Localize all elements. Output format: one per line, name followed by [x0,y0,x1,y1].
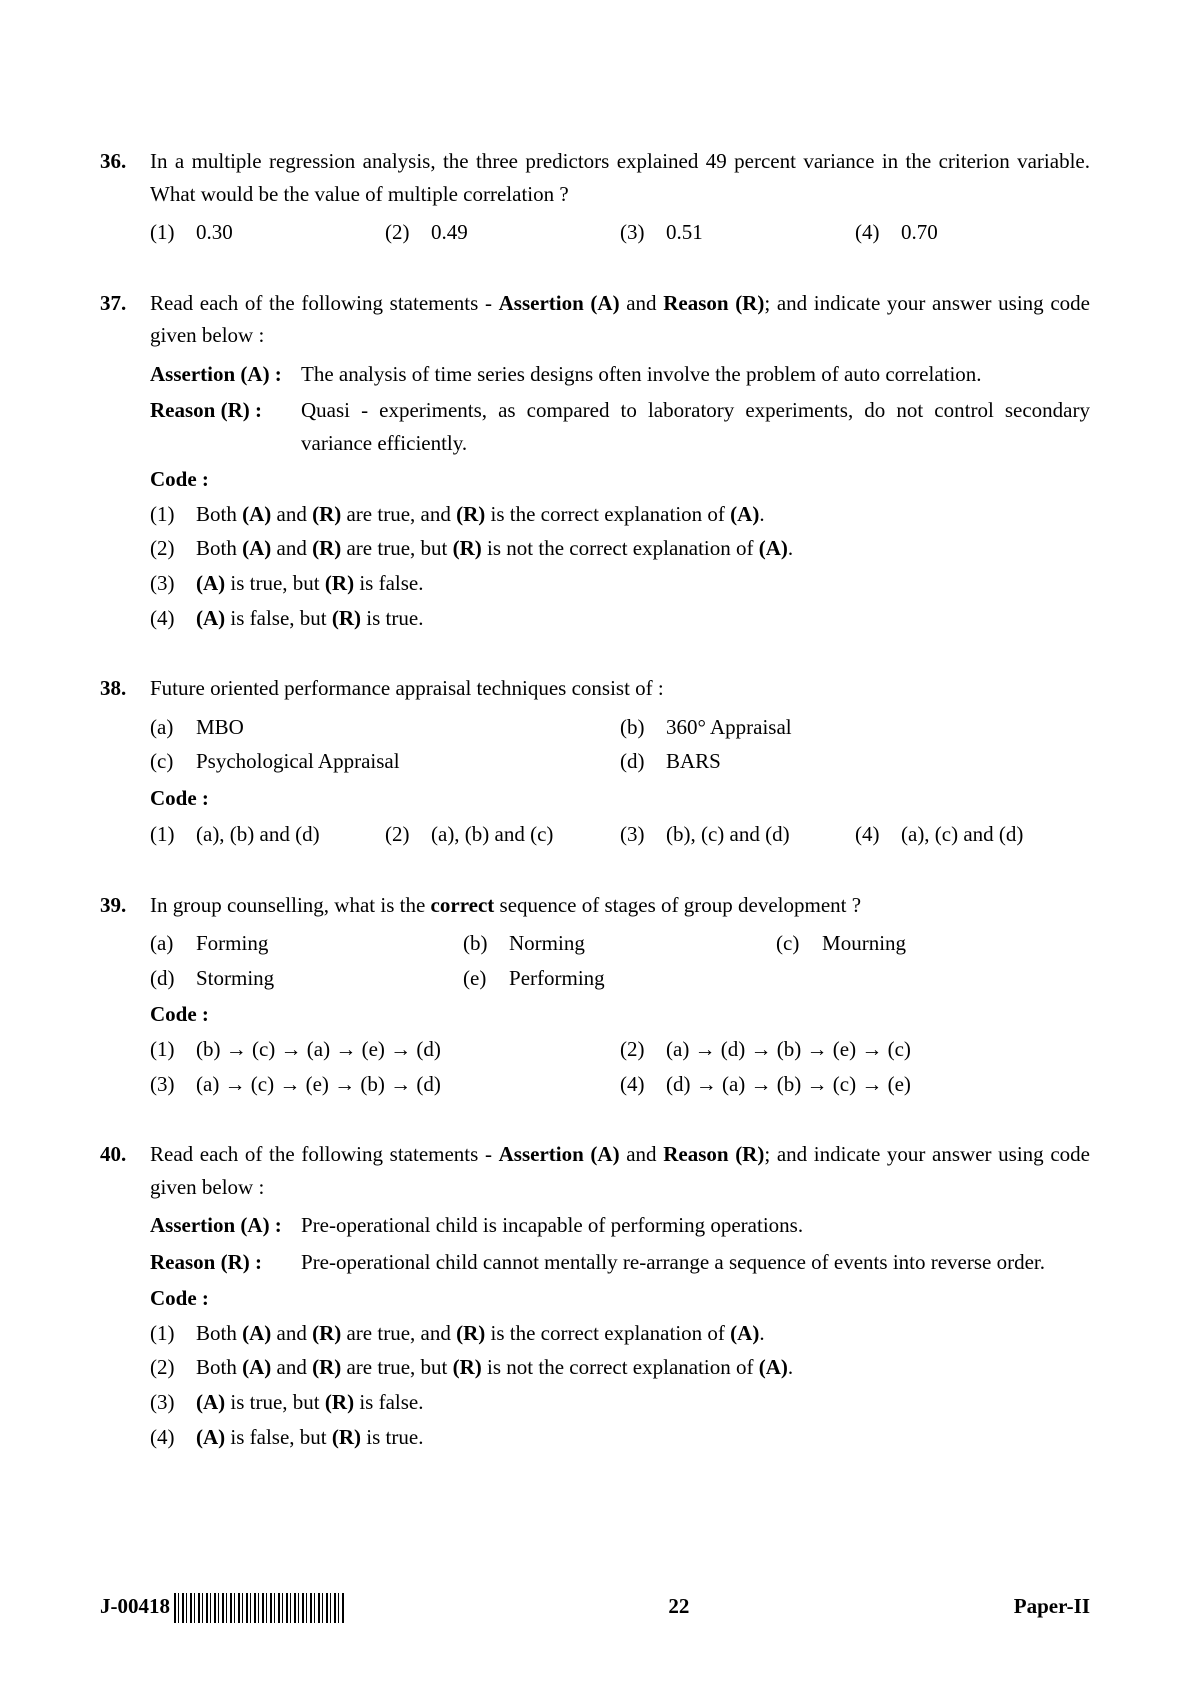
sub-a: (a)MBO [150,711,620,744]
sub-c: (c)Mourning [776,927,1089,960]
code-option-3: (3)(A) is true, but (R) is false. [150,1386,1090,1419]
assertion-row: Assertion (A) :Pre-operational child is … [150,1209,1090,1242]
option-text: 0.70 [901,216,938,249]
sub-e: (e)Performing [463,962,776,995]
option-2: (2)0.49 [385,216,620,249]
option-1: (1)(a), (b) and (d) [150,818,385,851]
barcode-icon [174,1593,344,1623]
sub-row: (a)Forming (b)Norming (c)Mourning [150,927,1090,960]
option-3: (3)(b), (c) and (d) [620,818,855,851]
question-number: 37. [100,287,150,634]
question-37: 37. Read each of the following statement… [100,287,1090,634]
option-3: (3)0.51 [620,216,855,249]
sub-b: (b)360° Appraisal [620,711,1090,744]
footer-right: Paper-II [1014,1590,1090,1623]
question-number: 38. [100,672,150,851]
option-3: (3)(a) → (c) → (e) → (b) → (d) [150,1068,620,1101]
question-body: In group counselling, what is the correc… [150,889,1090,1100]
sub-row: (d)Storming (e)Performing [150,962,1090,995]
question-36: 36. In a multiple regression analysis, t… [100,145,1090,249]
sub-d: (d)BARS [620,745,1090,778]
assertion-label: Assertion (A) : [150,1209,301,1242]
assertion-label: Assertion (A) : [150,358,301,391]
question-text: Read each of the following statements - … [150,287,1090,352]
option-1: (1)(b) → (c) → (a) → (e) → (d) [150,1033,620,1066]
question-40: 40. Read each of the following statement… [100,1138,1090,1453]
reason-row: Reason (R) :Pre-operational child cannot… [150,1246,1090,1279]
option-num: (1) [150,216,196,249]
option-num: (3) [620,216,666,249]
option-num: (4) [855,216,901,249]
question-text: In a multiple regression analysis, the t… [150,145,1090,210]
sub-row: (c)Psychological Appraisal (d)BARS [150,745,1090,778]
question-38: 38. Future oriented performance appraisa… [100,672,1090,851]
option-4: (4)0.70 [855,216,1090,249]
code-option-2: (2)Both (A) and (R) are true, but (R) is… [150,532,1090,565]
question-body: Read each of the following statements - … [150,1138,1090,1453]
code-label: Code : [150,998,1090,1031]
sub-a: (a)Forming [150,927,463,960]
code-option-2: (2)Both (A) and (R) are true, but (R) is… [150,1351,1090,1384]
reason-row: Reason (R) :Quasi - experiments, as comp… [150,394,1090,459]
code-option-3: (3)(A) is true, but (R) is false. [150,567,1090,600]
question-number: 39. [100,889,150,1100]
question-number: 36. [100,145,150,249]
question-number: 40. [100,1138,150,1453]
code-option-4: (4)(A) is false, but (R) is true. [150,1421,1090,1454]
options-row: (1)0.30 (2)0.49 (3)0.51 (4)0.70 [150,216,1090,249]
question-text: In group counselling, what is the correc… [150,889,1090,922]
assertion-row: Assertion (A) :The analysis of time seri… [150,358,1090,391]
seq-row-2: (3)(a) → (c) → (e) → (b) → (d) (4)(d) → … [150,1068,1090,1101]
option-2: (2)(a) → (d) → (b) → (e) → (c) [620,1033,1090,1066]
page-footer: J-00418 22 Paper-II [100,1590,1090,1623]
exam-page: 36. In a multiple regression analysis, t… [0,0,1190,1683]
code-label: Code : [150,1282,1090,1315]
assertion-text: The analysis of time series designs ofte… [301,358,1090,391]
option-4: (4)(a), (c) and (d) [855,818,1090,851]
option-2: (2)(a), (b) and (c) [385,818,620,851]
option-num: (2) [385,216,431,249]
code-option-1: (1)Both (A) and (R) are true, and (R) is… [150,1317,1090,1350]
code-label: Code : [150,463,1090,496]
code-option-4: (4)(A) is false, but (R) is true. [150,602,1090,635]
reason-text: Quasi - experiments, as compared to labo… [301,394,1090,459]
reason-label: Reason (R) : [150,394,301,459]
question-body: In a multiple regression analysis, the t… [150,145,1090,249]
assertion-text: Pre-operational child is incapable of pe… [301,1209,1090,1242]
question-body: Future oriented performance appraisal te… [150,672,1090,851]
question-text: Read each of the following statements - … [150,1138,1090,1203]
sub-b: (b)Norming [463,927,776,960]
question-body: Read each of the following statements - … [150,287,1090,634]
option-text: 0.30 [196,216,233,249]
options-row: (1)(a), (b) and (d) (2)(a), (b) and (c) … [150,818,1090,851]
question-39: 39. In group counselling, what is the co… [100,889,1090,1100]
page-number: 22 [668,1590,689,1623]
sub-d: (d)Storming [150,962,463,995]
question-text: Future oriented performance appraisal te… [150,672,1090,705]
option-text: 0.49 [431,216,468,249]
footer-left: J-00418 [100,1590,344,1623]
seq-row-1: (1)(b) → (c) → (a) → (e) → (d) (2)(a) → … [150,1033,1090,1066]
option-text: 0.51 [666,216,703,249]
reason-text: Pre-operational child cannot mentally re… [301,1246,1090,1279]
code-option-1: (1)Both (A) and (R) are true, and (R) is… [150,498,1090,531]
sub-row: (a)MBO (b)360° Appraisal [150,711,1090,744]
option-1: (1)0.30 [150,216,385,249]
reason-label: Reason (R) : [150,1246,301,1279]
sub-c: (c)Psychological Appraisal [150,745,620,778]
option-4: (4)(d) → (a) → (b) → (c) → (e) [620,1068,1090,1101]
code-label: Code : [150,782,1090,815]
